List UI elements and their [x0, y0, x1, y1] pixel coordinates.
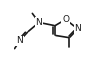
- Text: N: N: [36, 18, 42, 27]
- Text: N: N: [74, 24, 81, 33]
- Text: N: N: [16, 36, 23, 45]
- Text: O: O: [62, 15, 69, 24]
